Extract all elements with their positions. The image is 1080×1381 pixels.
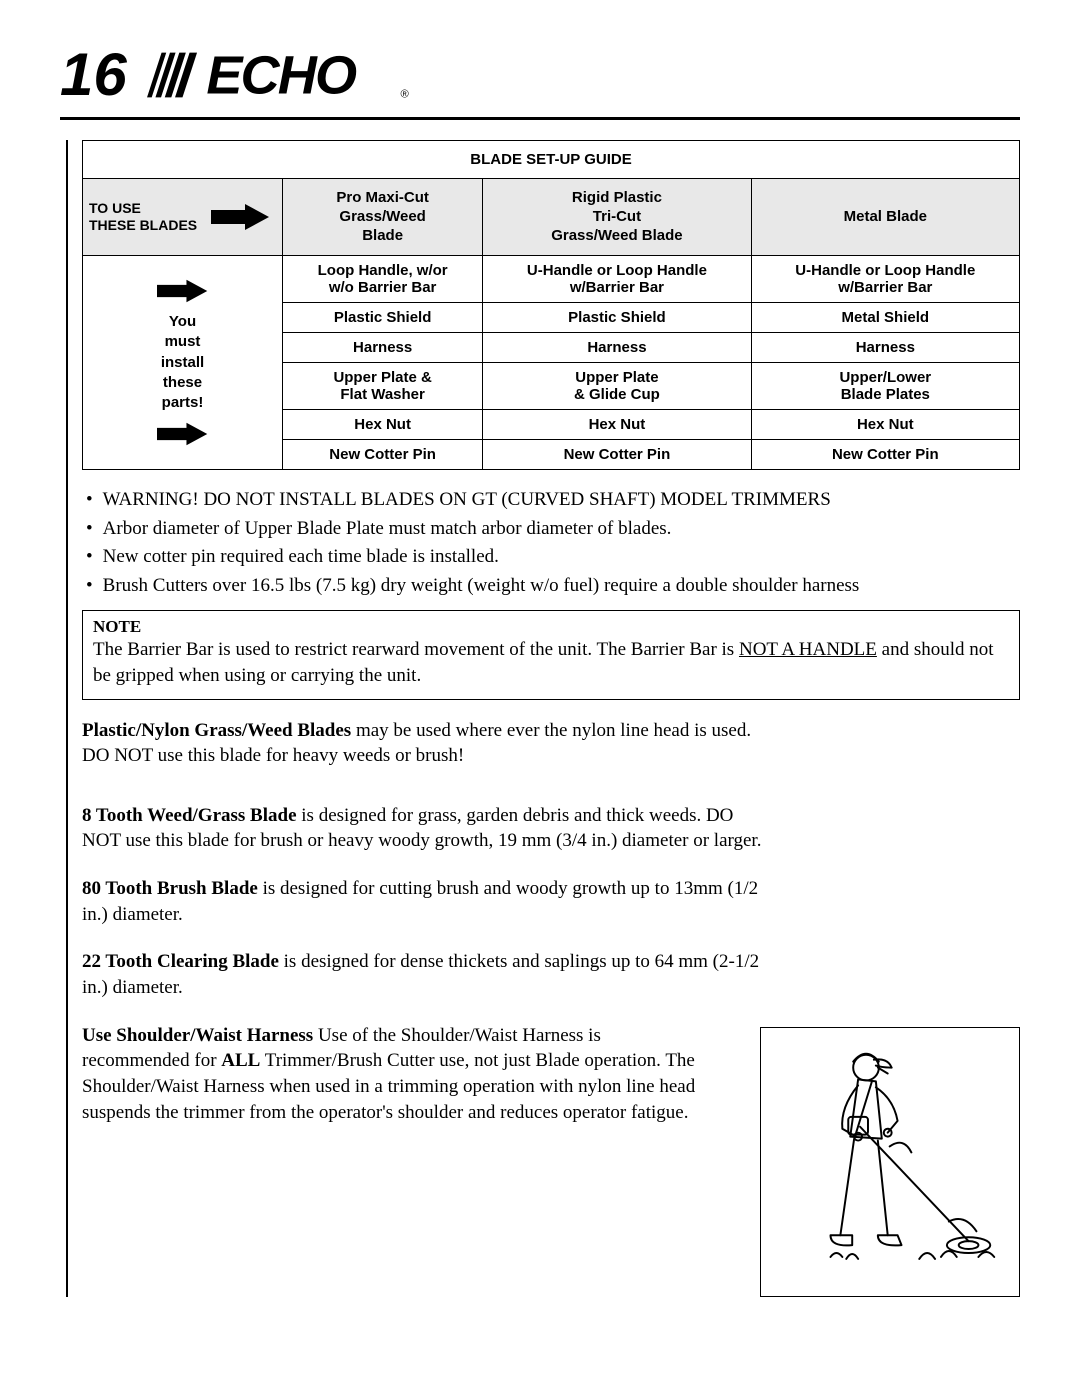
cell: Plastic Shield bbox=[283, 303, 483, 333]
install-line: these bbox=[91, 373, 274, 393]
cell: New Cotter Pin bbox=[283, 440, 483, 470]
arrow-right-icon bbox=[211, 202, 271, 232]
note-body-pre: The Barrier Bar is used to restrict rear… bbox=[93, 639, 739, 660]
note-label: NOTE bbox=[93, 617, 1009, 637]
arrow-right-icon bbox=[155, 421, 211, 447]
content-frame: BLADE SET-UP GUIDE TO USE THESE BLADES P… bbox=[66, 140, 1020, 1297]
header-rule bbox=[60, 117, 1020, 120]
desc-lead: Use Shoulder/Waist Harness bbox=[82, 1025, 313, 1046]
cell: Harness bbox=[483, 333, 751, 363]
cell: New Cotter Pin bbox=[751, 440, 1019, 470]
page-number: 16 bbox=[60, 40, 127, 109]
svg-text:®: ® bbox=[400, 88, 409, 100]
desc-22tooth: 22 Tooth Clearing Blade is designed for … bbox=[82, 949, 762, 1000]
cell: Upper Plate & Flat Washer bbox=[283, 363, 483, 410]
cell: Upper/Lower Blade Plates bbox=[751, 363, 1019, 410]
cell: Plastic Shield bbox=[483, 303, 751, 333]
svg-text:ECHO: ECHO bbox=[206, 47, 357, 103]
desc-8tooth: 8 Tooth Weed/Grass Blade is designed for… bbox=[82, 803, 762, 854]
col-header-1: Pro Maxi-Cut Grass/Weed Blade bbox=[283, 179, 483, 256]
desc-lead: 80 Tooth Brush Blade bbox=[82, 878, 258, 899]
desc-80tooth: 80 Tooth Brush Blade is designed for cut… bbox=[82, 876, 762, 927]
desc-lead: Plastic/Nylon Grass/Weed Blades bbox=[82, 720, 351, 741]
cell: New Cotter Pin bbox=[483, 440, 751, 470]
cell: Loop Handle, w/or w/o Barrier Bar bbox=[283, 256, 483, 303]
desc-harness: Use Shoulder/Waist Harness Use of the Sh… bbox=[82, 1023, 702, 1126]
cell: Upper Plate & Glide Cup bbox=[483, 363, 751, 410]
cell: Harness bbox=[283, 333, 483, 363]
note-body: The Barrier Bar is used to restrict rear… bbox=[93, 637, 1009, 688]
cell: U-Handle or Loop Handle w/Barrier Bar bbox=[483, 256, 751, 303]
blade-setup-table: BLADE SET-UP GUIDE TO USE THESE BLADES P… bbox=[82, 140, 1020, 470]
note-body-underline: NOT A HANDLE bbox=[739, 639, 877, 660]
bullet-item: WARNING! DO NOT INSTALL BLADES ON GT (CU… bbox=[86, 486, 1020, 515]
desc-lead: 22 Tooth Clearing Blade bbox=[82, 951, 279, 972]
arrow-right-icon bbox=[155, 278, 211, 304]
col-header-3: Metal Blade bbox=[751, 179, 1019, 256]
brand-logo-icon: ECHO ® bbox=[141, 47, 421, 103]
cell: Harness bbox=[751, 333, 1019, 363]
note-box: NOTE The Barrier Bar is used to restrict… bbox=[82, 610, 1020, 699]
table-header-row: TO USE THESE BLADES Pro Maxi-Cut Grass/W… bbox=[83, 179, 1020, 256]
install-line: You bbox=[91, 312, 274, 332]
install-line: parts! bbox=[91, 393, 274, 413]
to-use-line2: THESE BLADES bbox=[89, 217, 197, 234]
bullet-item: Arbor diameter of Upper Blade Plate must… bbox=[86, 515, 1020, 544]
install-cell: You must install these parts! bbox=[83, 256, 283, 470]
cell: U-Handle or Loop Handle w/Barrier Bar bbox=[751, 256, 1019, 303]
cell: Hex Nut bbox=[283, 410, 483, 440]
operator-figure bbox=[760, 1027, 1020, 1297]
to-use-line1: TO USE bbox=[89, 200, 197, 217]
table-title: BLADE SET-UP GUIDE bbox=[83, 141, 1020, 179]
cell: Metal Shield bbox=[751, 303, 1019, 333]
desc-plastic-nylon: Plastic/Nylon Grass/Weed Blades may be u… bbox=[82, 718, 762, 769]
to-use-cell: TO USE THESE BLADES bbox=[83, 179, 283, 256]
harness-row: Use Shoulder/Waist Harness Use of the Sh… bbox=[82, 1023, 1020, 1297]
install-line: must bbox=[91, 332, 274, 352]
bullet-item: Brush Cutters over 16.5 lbs (7.5 kg) dry… bbox=[86, 572, 1020, 601]
install-line: install bbox=[91, 353, 274, 373]
page-header: 16 ECHO ® bbox=[60, 40, 1020, 109]
bullet-item: New cotter pin required each time blade … bbox=[86, 543, 1020, 572]
table-row: You must install these parts! Loop Handl… bbox=[83, 256, 1020, 303]
col-header-2: Rigid Plastic Tri-Cut Grass/Weed Blade bbox=[483, 179, 751, 256]
cell: Hex Nut bbox=[483, 410, 751, 440]
desc-lead: 8 Tooth Weed/Grass Blade bbox=[82, 805, 297, 826]
warning-bullets: WARNING! DO NOT INSTALL BLADES ON GT (CU… bbox=[86, 486, 1020, 600]
cell: Hex Nut bbox=[751, 410, 1019, 440]
